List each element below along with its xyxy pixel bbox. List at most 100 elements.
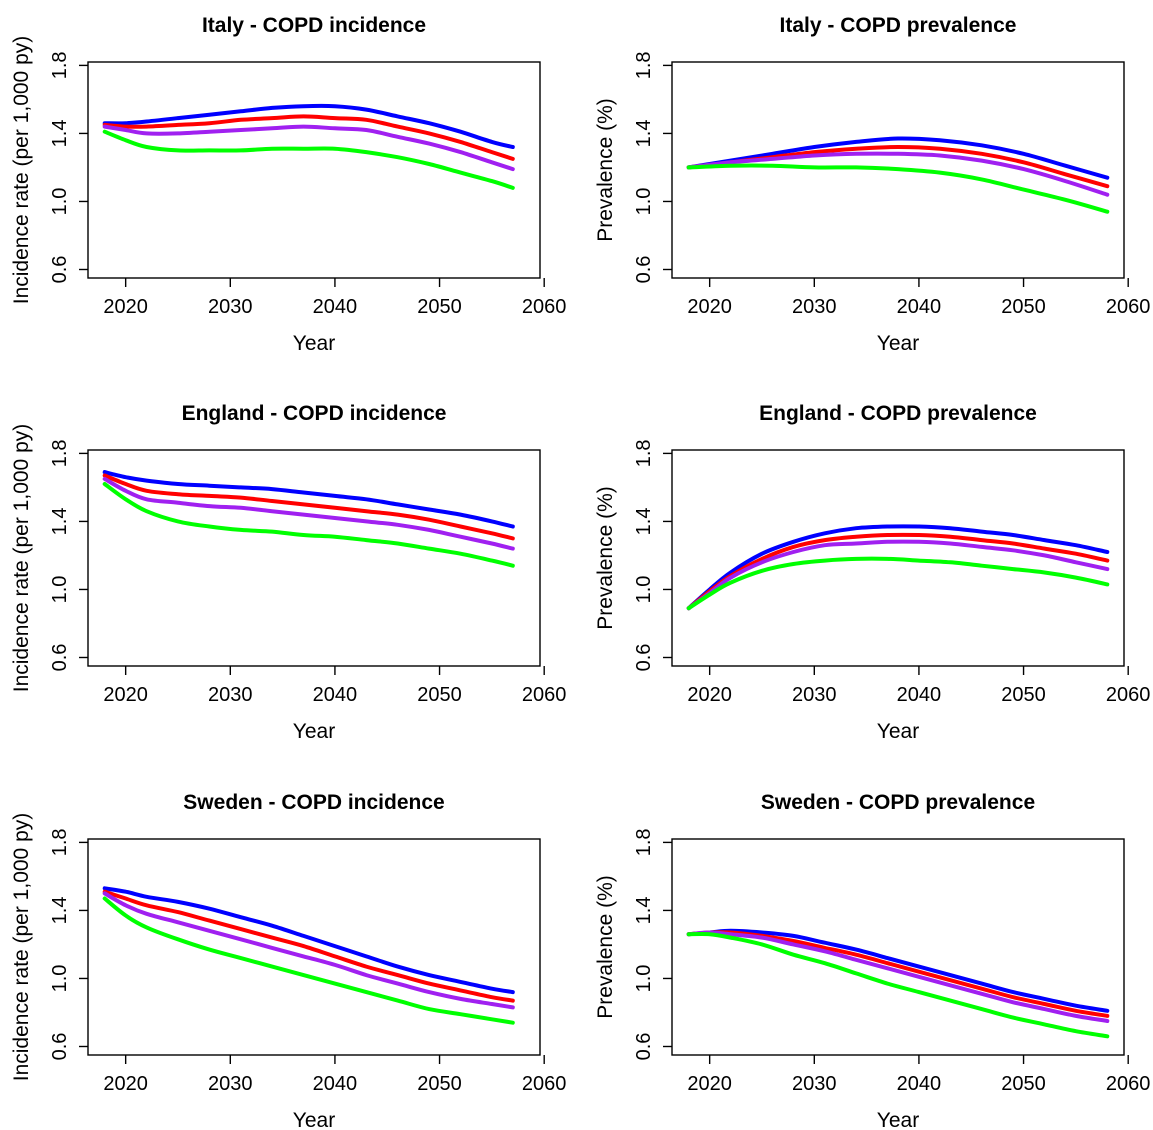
y-axis-label: Prevalence (%) [594, 875, 617, 1019]
y-tick-label: 1.8 [49, 439, 71, 467]
plot-frame [87, 61, 541, 279]
y-tick-label: 1.0 [49, 576, 71, 604]
chart-panel-4: England - COPD prevalence 2020 2030 2040 205… [594, 402, 1150, 743]
chart-title: Italy - COPD prevalence [780, 14, 1017, 37]
y-tick-label: 1.4 [49, 897, 71, 925]
chart-title: Sweden - COPD prevalence [761, 791, 1035, 814]
x-axis-label: Year [877, 332, 919, 355]
chart-panel-3: England - COPD incidence 2020 2030 2040 2050… [10, 402, 566, 743]
plot-frame [671, 838, 1125, 1056]
series-line-1 [102, 886, 515, 995]
x-tick-label: 2040 [313, 1073, 358, 1095]
series-line-4 [102, 482, 515, 568]
x-tick-label: 2030 [792, 1073, 837, 1095]
y-tick-label: 1.4 [633, 897, 655, 925]
x-tick-label: 2040 [897, 684, 942, 706]
x-axis-label: Year [293, 1109, 335, 1130]
y-tick-label: 0.6 [49, 644, 71, 672]
y-axis-label: Incidence rate (per 1,000 py) [10, 36, 33, 305]
x-tick-label: 2060 [522, 296, 567, 318]
series-line-2 [102, 114, 515, 161]
series-line-4 [102, 129, 515, 190]
series-line-1 [686, 136, 1110, 180]
y-tick-label: 1.0 [633, 188, 655, 216]
y-tick-label: 1.0 [633, 576, 655, 604]
y-tick-label: 1.8 [633, 828, 655, 856]
x-tick-label: 2050 [417, 684, 462, 706]
series-line-3 [102, 124, 515, 172]
x-tick-label: 2040 [897, 296, 942, 318]
x-axis-label: Year [293, 332, 335, 355]
series-line-2 [102, 889, 515, 1003]
chart-panel-6: Sweden - COPD prevalence 2020 2030 2040 2050… [594, 791, 1150, 1130]
x-tick-label: 2060 [522, 1073, 567, 1095]
x-tick-label: 2030 [208, 684, 253, 706]
series-line-3 [686, 151, 1110, 197]
series-line-1 [102, 470, 515, 529]
x-tick-label: 2040 [897, 1073, 942, 1095]
x-tick-label: 2040 [313, 684, 358, 706]
x-tick-label: 2050 [1001, 1073, 1046, 1095]
x-tick-label: 2030 [208, 296, 253, 318]
series-line-4 [686, 163, 1110, 214]
x-tick-label: 2030 [208, 1073, 253, 1095]
x-tick-label: 2020 [103, 684, 148, 706]
x-tick-label: 2060 [1106, 296, 1151, 318]
y-tick-label: 1.8 [633, 51, 655, 79]
chart-panel-1: Italy - COPD incidence 2020 2030 2040 2050 20… [10, 14, 566, 355]
y-tick-label: 1.0 [633, 965, 655, 993]
x-tick-label: 2050 [1001, 684, 1046, 706]
x-tick-label: 2020 [687, 684, 732, 706]
y-tick-label: 0.6 [633, 644, 655, 672]
y-tick-label: 1.4 [633, 508, 655, 536]
series-line-3 [102, 476, 515, 551]
y-tick-label: 1.0 [49, 188, 71, 216]
chart-title: England - COPD prevalence [759, 402, 1037, 425]
chart-title: Sweden - COPD incidence [183, 791, 444, 814]
y-tick-label: 1.8 [49, 51, 71, 79]
x-tick-label: 2040 [313, 296, 358, 318]
plot-frame [671, 61, 1125, 279]
y-tick-label: 1.4 [633, 120, 655, 148]
y-tick-label: 0.6 [49, 1033, 71, 1061]
x-tick-label: 2020 [687, 1073, 732, 1095]
x-tick-label: 2020 [103, 296, 148, 318]
y-tick-label: 0.6 [49, 256, 71, 284]
plot-frame [87, 449, 541, 667]
chart-panel-5: Sweden - COPD incidence 2020 2030 2040 2050 2… [10, 791, 566, 1130]
x-tick-label: 2060 [1106, 684, 1151, 706]
series-line-1 [102, 103, 515, 149]
y-tick-label: 1.4 [49, 508, 71, 536]
y-axis-label: Prevalence (%) [594, 98, 617, 242]
x-tick-label: 2030 [792, 684, 837, 706]
x-tick-label: 2050 [417, 296, 462, 318]
plot-frame [671, 449, 1125, 667]
x-tick-label: 2060 [522, 684, 567, 706]
chart-title: England - COPD incidence [182, 402, 447, 425]
series-line-3 [102, 891, 515, 1010]
x-axis-label: Year [293, 720, 335, 743]
y-tick-label: 0.6 [633, 1033, 655, 1061]
y-axis-label: Prevalence (%) [594, 486, 617, 630]
y-axis-label: Incidence rate (per 1,000 py) [10, 813, 33, 1082]
series-line-2 [686, 930, 1110, 1018]
y-tick-label: 1.8 [633, 439, 655, 467]
x-tick-label: 2030 [792, 296, 837, 318]
series-line-4 [686, 556, 1110, 611]
series-line-1 [686, 524, 1110, 611]
series-line-1 [686, 928, 1110, 1013]
chart-title: Italy - COPD incidence [202, 14, 426, 37]
y-tick-label: 1.0 [49, 965, 71, 993]
series-line-2 [102, 473, 515, 541]
x-tick-label: 2050 [417, 1073, 462, 1095]
x-axis-label: Year [877, 1109, 919, 1130]
y-tick-label: 1.4 [49, 120, 71, 148]
y-tick-label: 1.8 [49, 828, 71, 856]
series-line-4 [102, 896, 515, 1025]
x-axis-label: Year [877, 720, 919, 743]
y-axis-label: Incidence rate (per 1,000 py) [10, 424, 33, 693]
x-tick-label: 2020 [687, 296, 732, 318]
chart-panel-2: Italy - COPD prevalence 2020 2030 2040 2050 2… [594, 14, 1150, 355]
y-tick-label: 0.6 [633, 256, 655, 284]
